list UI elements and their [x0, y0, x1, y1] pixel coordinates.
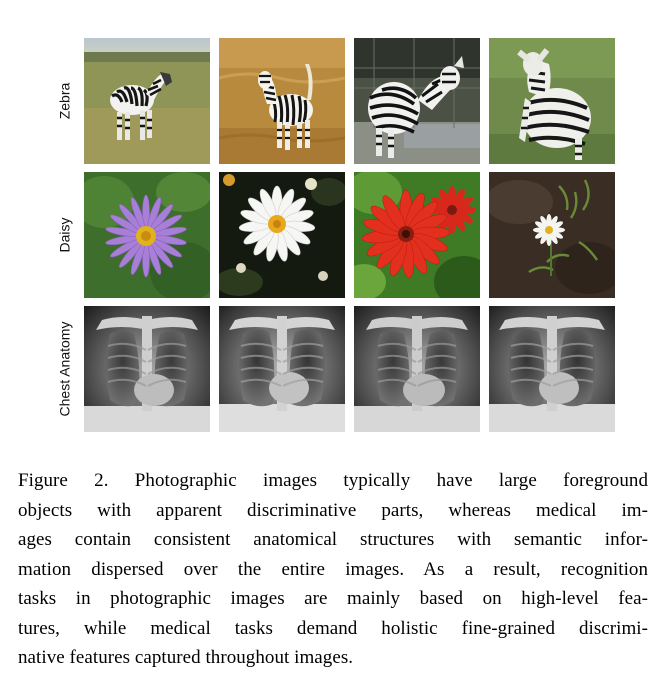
zebra-image-4: [489, 38, 615, 164]
zebra-image-2: [219, 38, 345, 164]
row-label-zebra: Zebra: [52, 38, 76, 164]
row-label-chest-anatomy: Chest Anatomy: [52, 306, 76, 432]
caption-line: native features captured throughout imag…: [18, 647, 354, 668]
daisy-image-4: [489, 172, 615, 298]
caption-line: mation dispersed over the entire images.…: [18, 558, 648, 580]
daisy-image-1: [84, 172, 210, 298]
chest-xray-image-3: [354, 306, 480, 432]
row-label-daisy: Daisy: [52, 172, 76, 298]
row-label-text: Zebra: [56, 82, 73, 120]
caption-line: objects with apparent discriminative par…: [18, 499, 648, 521]
daisy-image-2: [219, 172, 345, 298]
chest-xray-image-1: [84, 306, 210, 432]
caption-line: tures, while medical tasks demand holist…: [18, 617, 648, 639]
row-label-text: Chest Anatomy: [56, 321, 72, 417]
daisy-image-3: [354, 172, 480, 298]
caption-line: Figure 2. Photographic images typically …: [18, 470, 648, 491]
chest-xray-image-4: [489, 306, 615, 432]
figure-grid: Zebra Daisy Chest Anatomy: [52, 38, 615, 432]
figure-caption: Figure 2. Photographic images typically …: [18, 466, 648, 673]
caption-line: tasks in photographic images are mainly …: [18, 588, 648, 609]
row-label-text: Daisy: [56, 217, 73, 253]
chest-xray-image-2: [219, 306, 345, 432]
caption-line: ages contain consistent anatomical struc…: [18, 529, 648, 550]
zebra-image-3: [354, 38, 480, 164]
zebra-image-1: [84, 38, 210, 164]
